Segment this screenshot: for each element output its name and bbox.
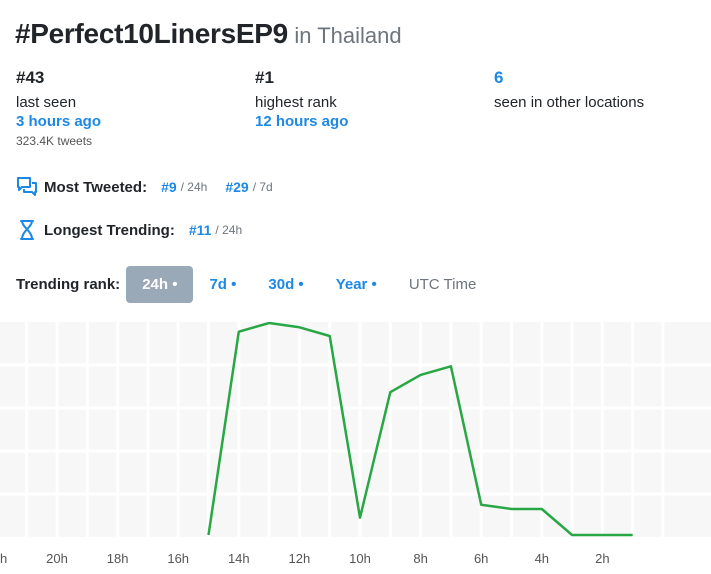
most-tweeted-24h-period: / 24h	[180, 180, 208, 194]
tweet-count: 323.4K tweets	[16, 134, 93, 148]
x-tick-label: 16h	[167, 551, 189, 566]
most-tweeted-row: Most Tweeted: #9 / 24h #29 / 7d	[16, 176, 291, 198]
x-tick-label: 4h	[535, 551, 549, 566]
last-seen-rank: #43	[16, 68, 45, 87]
highest-rank-time-link[interactable]: 12 hours ago	[255, 113, 349, 130]
data-point[interactable]	[477, 501, 485, 509]
data-point[interactable]	[417, 371, 425, 379]
data-point[interactable]	[326, 332, 334, 340]
x-tick-label: 14h	[228, 551, 250, 566]
data-point[interactable]	[386, 388, 394, 396]
most-tweeted-24h-rank[interactable]: #9	[161, 179, 177, 195]
hourglass-icon	[16, 219, 38, 241]
highest-rank-value: #1	[255, 68, 274, 87]
longest-trending-24h-period: / 24h	[215, 223, 243, 237]
page-title: #Perfect10LinersEP9 in Thailand	[15, 18, 402, 50]
other-locations-label: seen in other locations	[494, 94, 645, 111]
longest-trending-24h-rank[interactable]: #11	[188, 222, 212, 238]
x-tick-label: 12h	[289, 551, 311, 566]
stat-highest-rank: #1 highest rank 12 hours ago	[255, 68, 348, 130]
tab-7d[interactable]: 7d •	[209, 276, 237, 293]
data-point[interactable]	[568, 531, 576, 539]
x-tick-label: 18h	[107, 551, 129, 566]
x-tick-label: 22h	[0, 551, 7, 566]
data-point[interactable]	[447, 362, 455, 370]
most-tweeted-7d-period: / 7d	[252, 180, 273, 194]
data-point[interactable]	[508, 505, 516, 513]
longest-trending-label: Longest Trending:	[44, 221, 175, 239]
trending-rank-tabs: Trending rank: 24h • 7d • 30d • Year • U…	[16, 266, 492, 303]
trending-rank-label: Trending rank:	[16, 276, 121, 293]
hashtag-title: #Perfect10LinersEP9	[15, 18, 288, 49]
data-point[interactable]	[356, 514, 364, 522]
utc-time-toggle[interactable]: UTC Time	[408, 276, 477, 293]
rank-series-line	[207, 322, 633, 537]
data-point[interactable]	[629, 531, 637, 539]
tab-24h[interactable]: 24h •	[126, 266, 194, 303]
stat-last-seen: #43 last seen 3 hours ago 323.4K tweets	[16, 68, 101, 148]
x-tick-label: 8h	[413, 551, 427, 566]
data-point[interactable]	[598, 531, 606, 539]
tab-year[interactable]: Year •	[335, 276, 377, 293]
data-point[interactable]	[235, 328, 243, 336]
stat-other-locations: 6 seen in other locations	[494, 68, 644, 111]
most-tweeted-7d-rank[interactable]: #29	[225, 179, 249, 195]
location-label: in Thailand	[294, 23, 402, 48]
tab-30d[interactable]: 30d •	[268, 276, 304, 293]
data-point[interactable]	[295, 323, 303, 331]
chart-background	[0, 322, 711, 537]
x-tick-label: 10h	[349, 551, 371, 566]
data-point[interactable]	[205, 531, 213, 539]
x-tick-label: 20h	[46, 551, 68, 566]
chat-bubbles-icon	[16, 176, 38, 198]
trending-rank-chart: 22h 20h 18h 16h 14h 12h 10h 8h 6h 4h 2h	[0, 322, 711, 566]
x-tick-label: 6h	[474, 551, 488, 566]
highest-rank-label: highest rank	[255, 94, 337, 111]
x-tick-label: 2h	[595, 551, 609, 566]
data-point[interactable]	[538, 505, 546, 513]
other-locations-count[interactable]: 6	[494, 68, 504, 87]
last-seen-time-link[interactable]: 3 hours ago	[16, 113, 102, 130]
most-tweeted-label: Most Tweeted:	[44, 178, 148, 196]
longest-trending-row: Longest Trending: #11 / 24h	[16, 219, 260, 241]
last-seen-label: last seen	[16, 94, 77, 111]
